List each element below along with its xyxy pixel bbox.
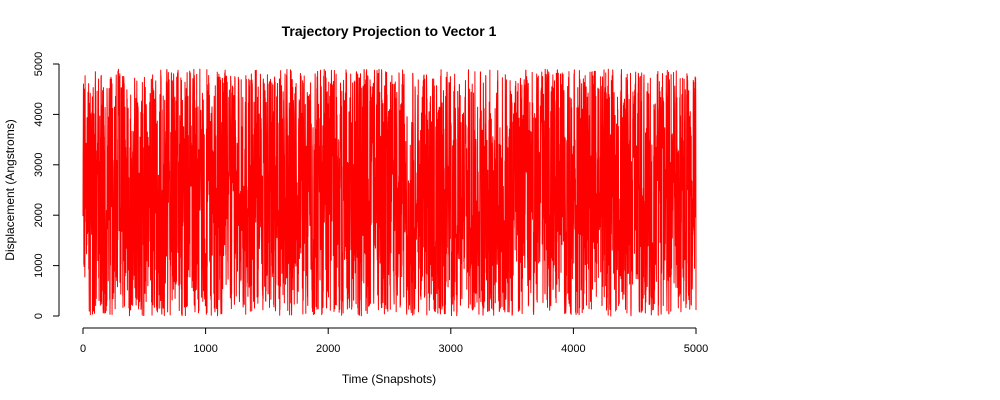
x-axis-label: Time (Snapshots) [342, 372, 436, 386]
y-tick-label: 4000 [33, 102, 45, 126]
x-tick-label: 2000 [316, 343, 340, 355]
y-axis-label: Displacement (Angstroms) [3, 119, 17, 260]
x-tick-label: 5000 [684, 343, 708, 355]
y-tick-label: 3000 [33, 153, 45, 177]
x-tick-label: 0 [80, 343, 86, 355]
y-tick-label: 0 [33, 313, 45, 319]
y-tick-label: 1000 [33, 253, 45, 277]
x-tick-label: 3000 [439, 343, 463, 355]
y-axis: 0 1000 2000 3000 4000 5000 [33, 52, 60, 319]
x-tick-label: 4000 [561, 343, 585, 355]
chart-title: Trajectory Projection to Vector 1 [282, 23, 497, 39]
plot-area [82, 68, 697, 317]
y-tick-label: 2000 [33, 203, 45, 227]
x-tick-label: 1000 [193, 343, 217, 355]
series-line [82, 68, 697, 317]
x-axis: 0 1000 2000 3000 4000 5000 [80, 327, 708, 355]
y-tick-label: 5000 [33, 52, 45, 76]
